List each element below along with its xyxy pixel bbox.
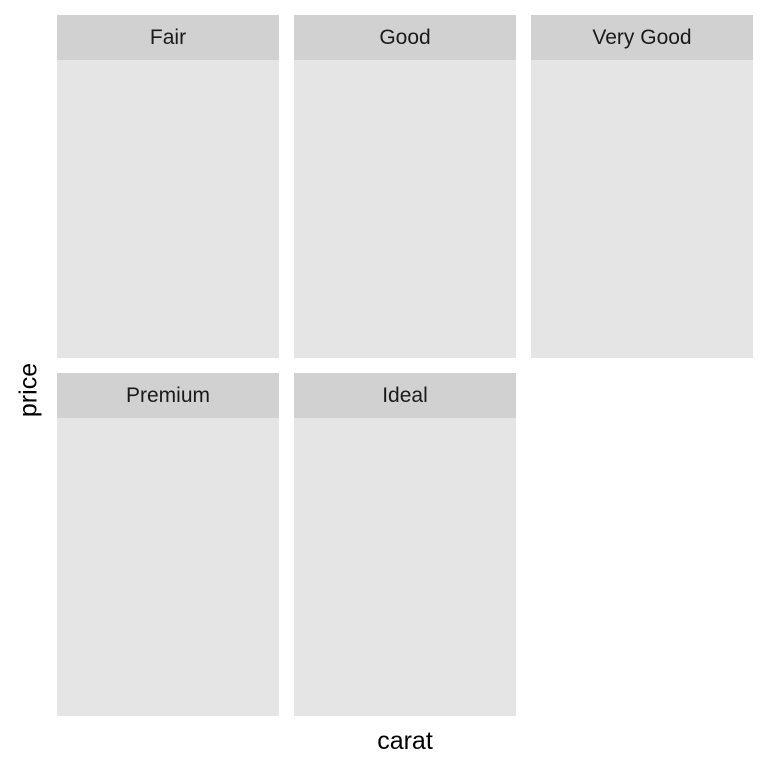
facet-strip-label: Premium [57,373,279,418]
facet-ideal: Ideal [294,373,516,716]
facet-premium: Premium [57,373,279,716]
facet-very-good: Very Good [531,15,753,358]
facet-panel [294,60,516,358]
facet-strip-label: Fair [57,15,279,60]
facet-strip-label: Good [294,15,516,60]
facet-strip-label: Ideal [294,373,516,418]
facet-panel [57,418,279,716]
facet-fair: Fair [57,15,279,358]
facet-panel [294,418,516,716]
x-axis-title: carat [377,727,433,755]
facet-strip-label: Very Good [531,15,753,60]
y-axis-title: price [14,362,43,418]
facet-good: Good [294,15,516,358]
facet-panel [57,60,279,358]
facet-panel [531,60,753,358]
